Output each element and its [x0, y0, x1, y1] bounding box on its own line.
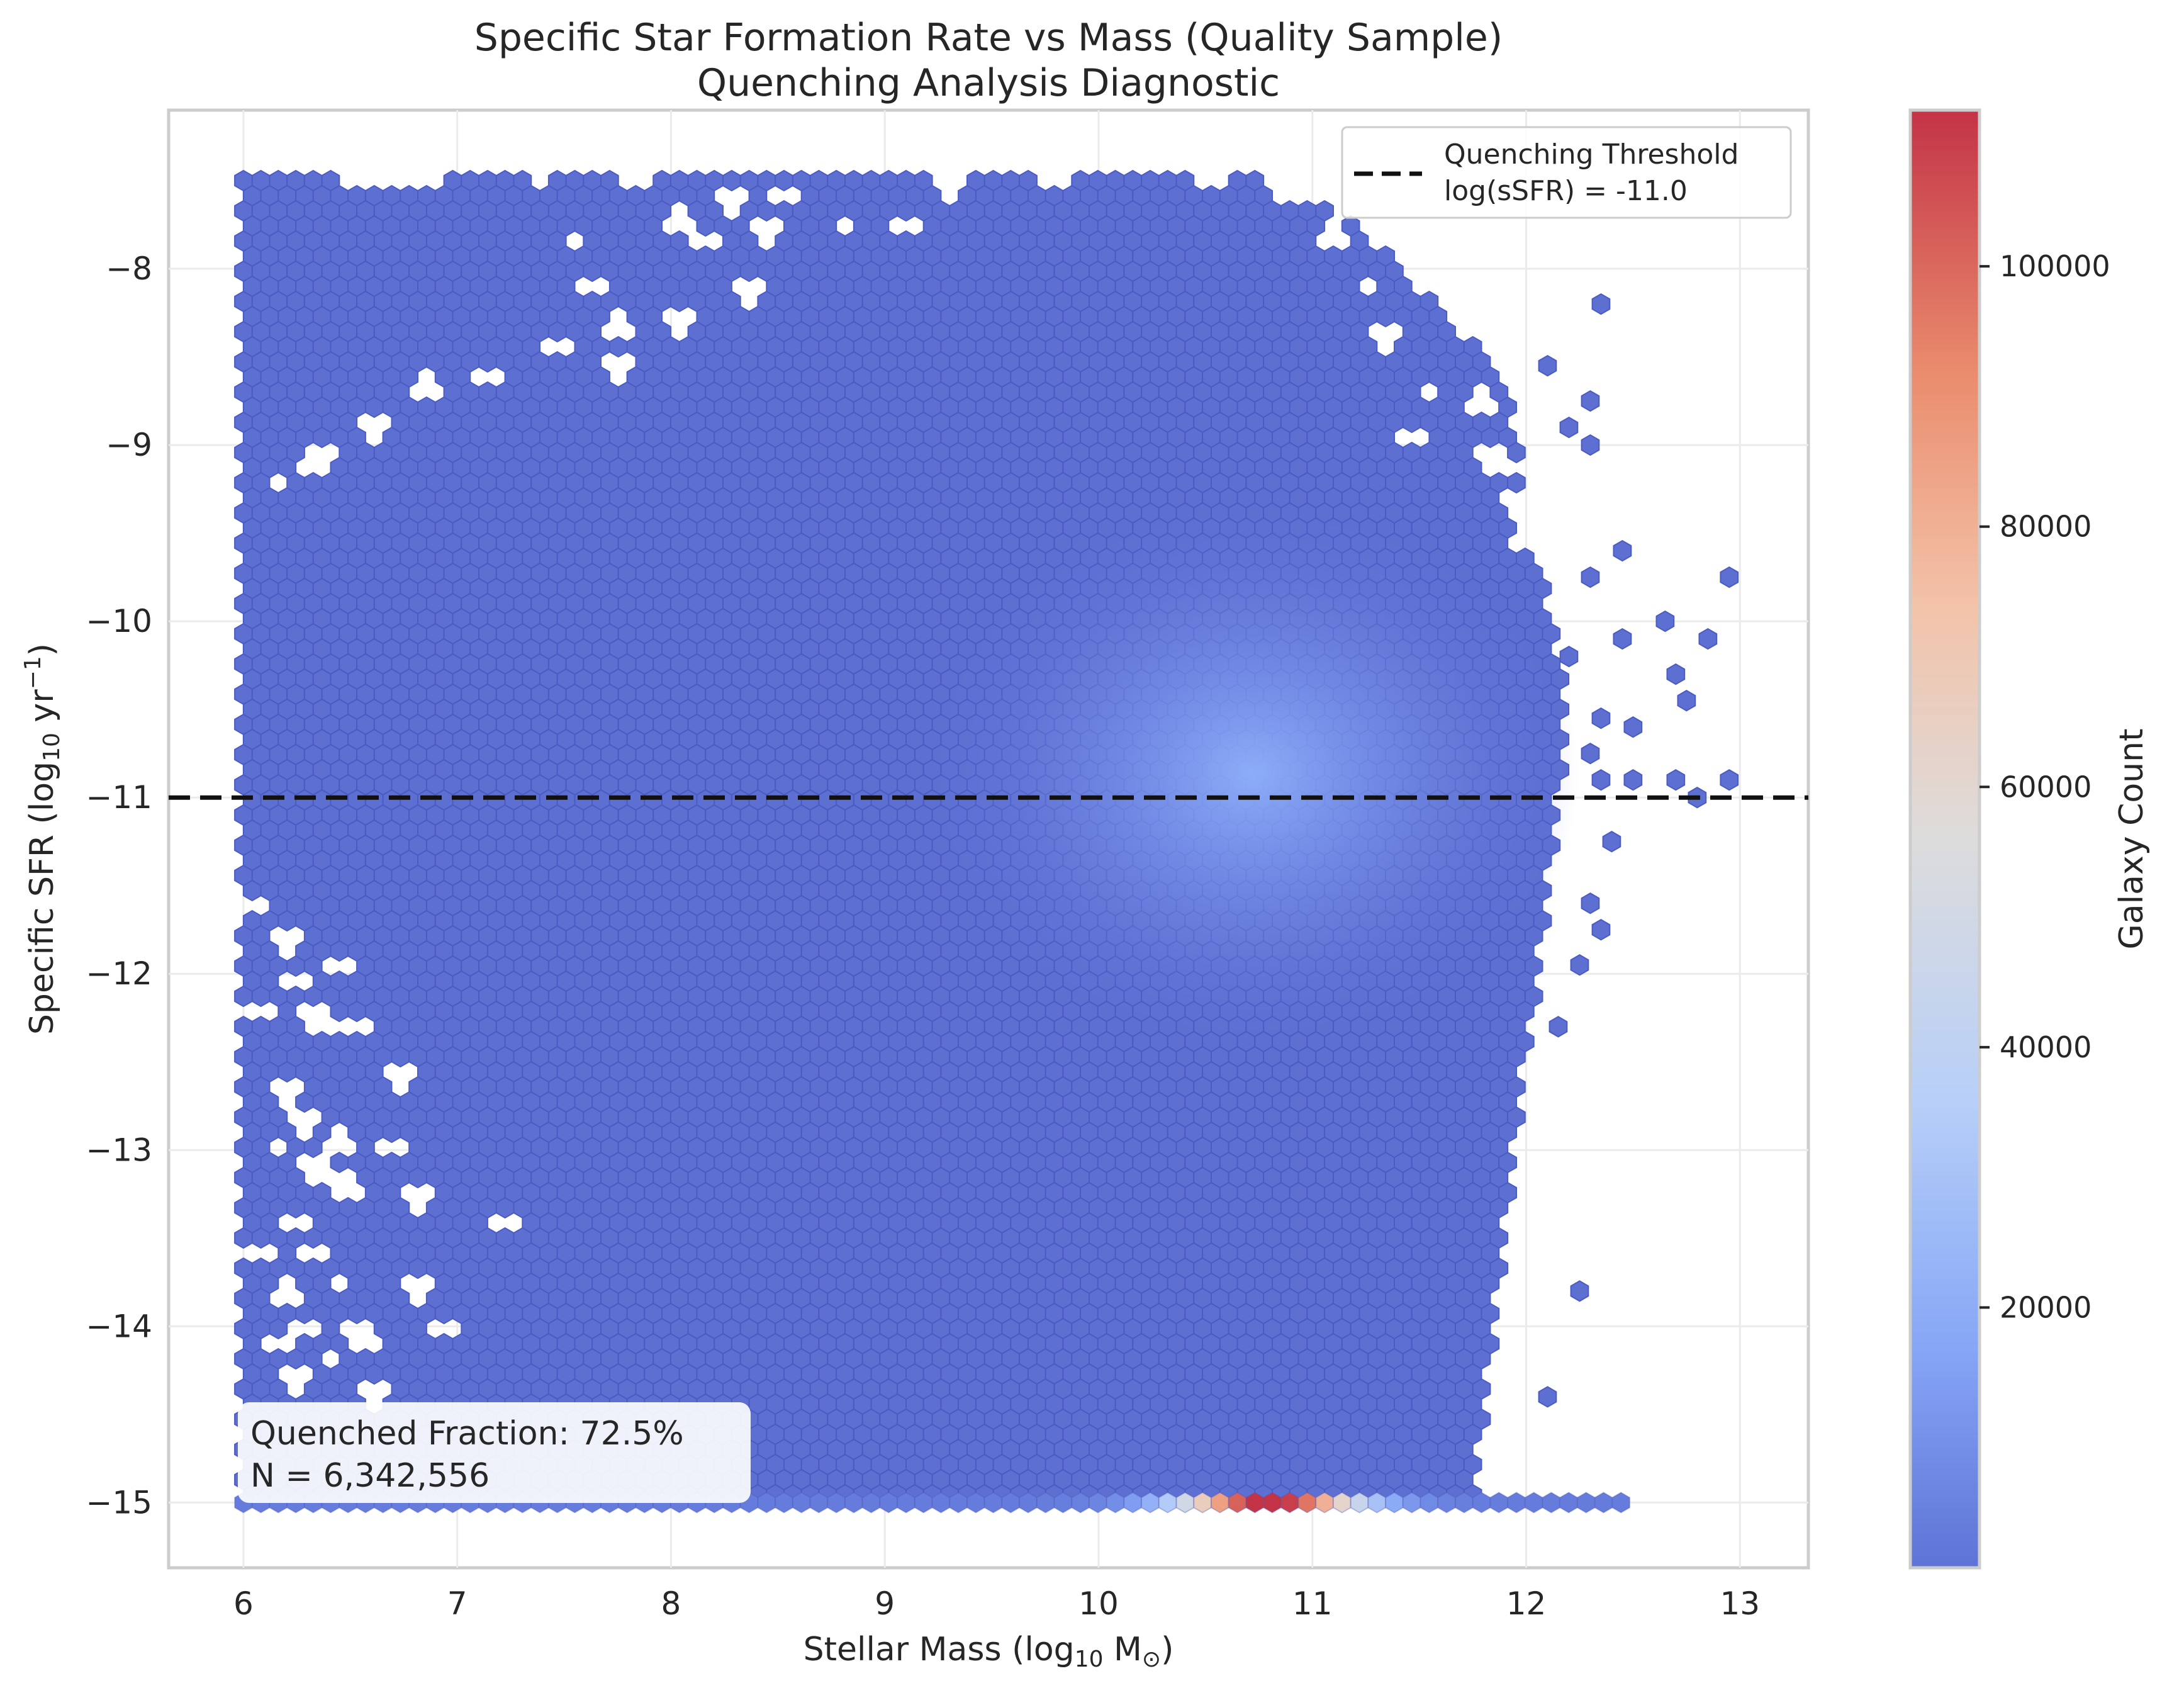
hexbin-cell: [757, 200, 776, 222]
hexbin-cell: [696, 215, 715, 237]
hexbin-cell: [1507, 441, 1526, 464]
hexbin-cell: [775, 169, 793, 192]
hexbin-cell: [739, 260, 759, 283]
hexbin-cell: [330, 940, 349, 962]
hexbin-cell: [303, 985, 323, 1008]
hexbin-cell: [330, 1151, 349, 1174]
hexbin-cell: [251, 985, 271, 1008]
hexbin-cell: [669, 290, 689, 313]
hexbin-cell: [295, 1091, 314, 1113]
hexbin-cell: [382, 1121, 401, 1144]
hexbin-cell: [897, 200, 916, 222]
hexbin-cell: [312, 426, 332, 449]
hexbin-cell: [303, 1227, 323, 1249]
hexbin-cell: [391, 1045, 410, 1068]
hexbin-cell: [408, 1166, 427, 1189]
hexbin-cell: [1507, 471, 1526, 494]
hexbin-cell: [277, 909, 297, 932]
hexbin-cell: [1481, 426, 1500, 449]
hexbin-cell: [277, 1061, 297, 1083]
hexbin-cell: [347, 1000, 366, 1023]
hexbin-cell: [303, 1136, 323, 1159]
hexbin-cell: [364, 396, 384, 419]
hexbin-cell: [722, 169, 741, 192]
hexbin-cell: [330, 1000, 349, 1023]
hexbin-cell: [583, 260, 602, 283]
hexbin-cell: [495, 1196, 515, 1219]
hexbin-cell: [1376, 305, 1395, 328]
hexbin-cell: [242, 879, 262, 902]
hexbin-cell: [234, 1227, 253, 1249]
hexbin-cell: [286, 1196, 305, 1219]
hexbin-cell: [547, 320, 567, 343]
hexbin-cell: [251, 1227, 271, 1249]
hexbin-cell: [286, 955, 305, 977]
hexbin-cell: [608, 335, 628, 358]
hexbin-cell: [478, 351, 497, 373]
hexbin-cell: [234, 985, 253, 1008]
hexbin-cell: [1402, 411, 1421, 434]
